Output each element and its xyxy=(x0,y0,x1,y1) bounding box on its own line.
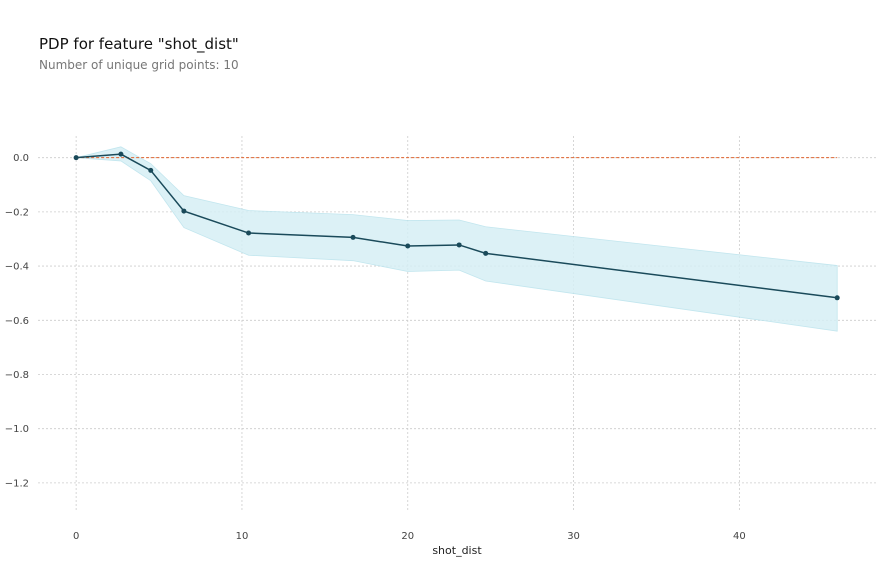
x-axis-ticks: 0 10 20 30 40 xyxy=(73,531,746,542)
pdp-point xyxy=(405,243,411,249)
pdp-point xyxy=(456,242,462,248)
confidence-band xyxy=(76,146,838,332)
y-axis-ticks: 0.0 −0.2 −0.4 −0.6 −0.8 −1.0 −1.2 xyxy=(5,153,29,489)
pdp-point xyxy=(246,230,252,236)
pdp-points xyxy=(73,151,840,301)
x-tick-label: 40 xyxy=(733,531,746,542)
x-tick-label: 0 xyxy=(73,531,79,542)
y-tick-label: −0.8 xyxy=(5,370,29,381)
pdp-line xyxy=(76,153,838,299)
pdp-point xyxy=(73,155,79,161)
x-tick-label: 20 xyxy=(401,531,414,542)
y-tick-label: −0.6 xyxy=(5,316,29,327)
pdp-point xyxy=(483,250,489,256)
y-tick-label: −0.4 xyxy=(5,262,29,273)
chart-title: PDP for feature "shot_dist" xyxy=(39,35,239,53)
pdp-point xyxy=(118,151,124,157)
x-tick-label: 10 xyxy=(236,531,249,542)
chart-subtitle: Number of unique grid points: 10 xyxy=(39,58,239,72)
pdp-point xyxy=(148,167,154,173)
pdp-point xyxy=(181,208,187,214)
x-tick-label: 30 xyxy=(567,531,580,542)
y-tick-label: −1.2 xyxy=(5,478,29,489)
y-tick-label: −0.2 xyxy=(5,207,29,218)
x-axis-label: shot_dist xyxy=(432,544,482,557)
y-tick-label: 0.0 xyxy=(13,153,29,164)
pdp-point xyxy=(350,234,356,240)
pdp-series-line xyxy=(76,153,838,299)
confidence-band-area xyxy=(76,146,838,332)
pdp-point xyxy=(834,295,840,301)
y-tick-label: −1.0 xyxy=(5,424,29,435)
